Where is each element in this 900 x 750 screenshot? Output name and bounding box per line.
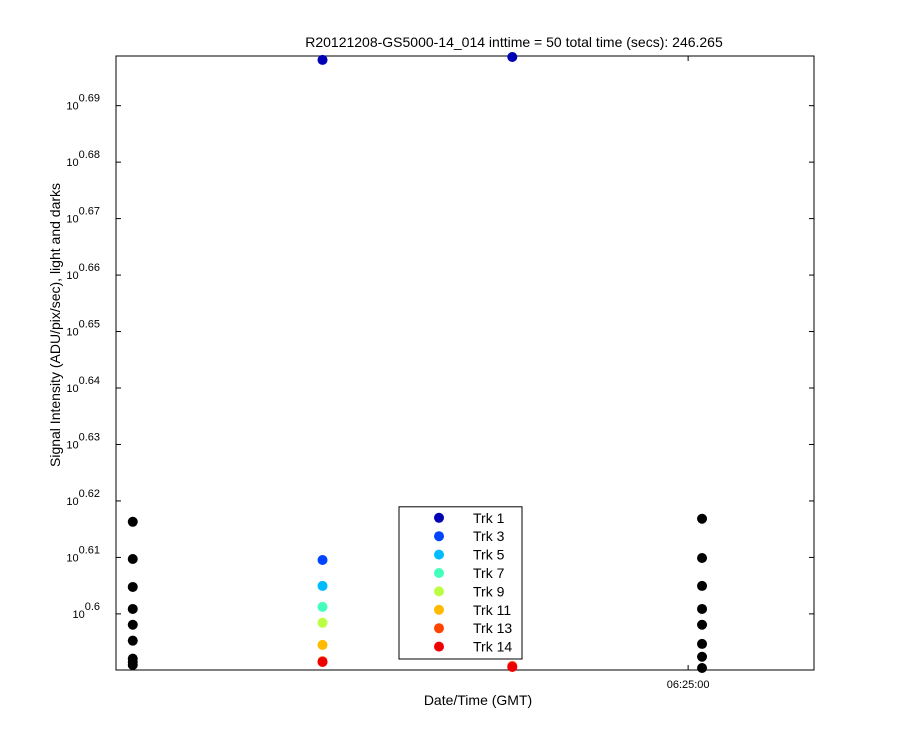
legend-label: Trk 9	[473, 583, 505, 599]
y-tick-label: 100.67	[66, 206, 100, 226]
data-point	[697, 651, 708, 662]
y-tick-label: 100.65	[66, 319, 100, 339]
legend-label: Trk 7	[473, 565, 505, 581]
legend-label: Trk 13	[473, 620, 512, 636]
y-tick-label: 100.6	[72, 601, 100, 621]
data-point	[127, 619, 138, 630]
data-point	[127, 603, 138, 614]
data-point	[697, 619, 708, 630]
data-point	[127, 516, 138, 527]
legend-box	[398, 506, 523, 660]
data-point	[317, 580, 328, 591]
data-point	[697, 580, 708, 591]
y-tick-label: 100.63	[66, 431, 100, 451]
legend-label: Trk 1	[473, 510, 505, 526]
legend-label: Trk 11	[473, 602, 511, 618]
legend-marker	[434, 604, 444, 615]
data-point	[317, 555, 328, 566]
x-tick-label: 06:25:00	[667, 679, 710, 691]
legend-marker	[434, 641, 444, 652]
legend-marker	[434, 531, 444, 542]
data-point	[317, 601, 328, 612]
y-tick-label: 100.66	[66, 262, 100, 282]
legend-marker	[434, 568, 444, 578]
data-point	[317, 617, 328, 628]
data-point	[507, 51, 518, 62]
legend-label: Trk 3	[473, 528, 505, 544]
legend-marker	[434, 586, 444, 597]
data-point	[697, 513, 708, 524]
data-point	[127, 660, 138, 671]
data-point	[697, 638, 708, 649]
data-point	[317, 54, 328, 65]
y-tick-label: 100.61	[66, 544, 100, 564]
x-axis-label: Date/Time (GMT)	[424, 692, 532, 708]
data-point	[697, 553, 708, 564]
data-point	[127, 581, 138, 592]
data-point	[317, 639, 328, 650]
data-point	[317, 657, 328, 668]
data-point	[697, 603, 708, 614]
y-tick-label: 100.64	[66, 375, 100, 395]
legend-label: Trk 5	[473, 547, 505, 563]
y-tick-label: 100.68	[66, 149, 100, 169]
chart-title: R20121208-GS5000-14_014 inttime = 50 tot…	[305, 34, 723, 50]
data-point	[507, 661, 518, 672]
data-point	[127, 635, 138, 646]
legend-marker	[434, 623, 444, 634]
y-tick-label: 100.62	[66, 488, 100, 508]
legend-label: Trk 14	[473, 639, 512, 655]
y-axis-label: Signal Intensity (ADU/pix/sec), light an…	[47, 183, 63, 467]
data-point	[697, 662, 708, 673]
legend-marker	[434, 549, 444, 560]
legend-marker	[434, 512, 444, 523]
y-tick-label: 100.69	[66, 93, 100, 113]
data-point	[127, 553, 138, 564]
